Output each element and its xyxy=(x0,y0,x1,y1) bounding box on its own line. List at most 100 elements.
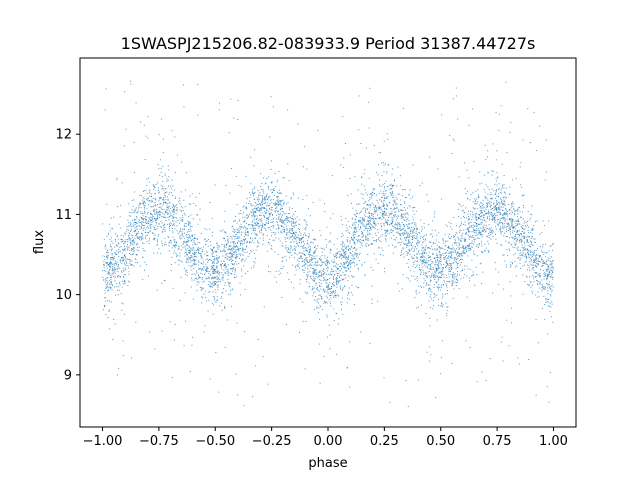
data-point xyxy=(241,231,243,233)
data-point xyxy=(275,270,277,272)
data-point xyxy=(286,229,288,231)
data-point xyxy=(257,222,259,224)
data-point xyxy=(175,245,177,247)
data-point xyxy=(330,305,332,307)
data-point xyxy=(248,241,250,243)
data-point xyxy=(385,190,387,192)
data-point xyxy=(133,247,135,249)
data-point xyxy=(347,297,349,299)
data-point xyxy=(437,265,439,267)
data-point xyxy=(146,227,148,229)
data-point xyxy=(275,201,277,203)
data-point xyxy=(542,287,544,289)
data-point xyxy=(366,194,368,196)
data-point xyxy=(337,268,339,270)
data-point xyxy=(430,274,432,276)
data-point xyxy=(362,245,364,247)
data-point xyxy=(499,207,501,209)
data-point xyxy=(304,267,306,269)
data-point xyxy=(341,249,343,251)
data-point xyxy=(440,253,442,255)
data-point xyxy=(110,248,112,250)
data-point xyxy=(293,237,295,239)
data-point xyxy=(406,242,408,244)
data-point xyxy=(488,224,490,226)
data-point xyxy=(132,239,134,241)
data-point xyxy=(199,286,201,288)
data-point xyxy=(145,189,147,191)
data-point xyxy=(414,267,416,269)
data-point xyxy=(527,220,529,222)
data-point xyxy=(173,189,175,191)
data-point xyxy=(379,207,381,209)
data-point xyxy=(407,217,409,219)
data-point xyxy=(232,246,234,248)
data-point xyxy=(182,217,184,219)
data-point xyxy=(446,289,448,291)
data-point xyxy=(414,297,416,299)
data-point xyxy=(237,249,239,251)
data-point xyxy=(337,268,339,270)
data-point xyxy=(351,218,353,220)
data-point xyxy=(299,238,301,240)
data-point xyxy=(467,231,469,233)
data-point xyxy=(412,230,414,232)
data-point xyxy=(298,260,300,262)
data-point xyxy=(141,222,143,224)
data-point xyxy=(412,210,414,212)
data-point xyxy=(227,249,229,251)
data-point xyxy=(252,211,254,213)
data-point xyxy=(495,190,497,192)
data-point xyxy=(197,214,199,216)
data-point xyxy=(385,208,387,210)
data-point xyxy=(138,205,140,207)
data-point xyxy=(435,267,437,269)
data-point xyxy=(149,213,151,215)
data-point xyxy=(410,197,412,199)
data-point xyxy=(260,200,262,202)
data-point xyxy=(458,259,460,261)
data-point xyxy=(259,192,261,194)
data-point xyxy=(404,237,406,239)
data-point xyxy=(354,224,356,226)
data-point xyxy=(265,219,267,221)
data-point xyxy=(431,268,433,270)
data-point xyxy=(193,202,195,204)
data-point xyxy=(457,251,459,253)
data-point xyxy=(471,242,473,244)
data-point xyxy=(385,230,387,231)
data-point xyxy=(265,196,267,198)
data-point xyxy=(318,271,320,273)
data-point xyxy=(391,222,393,224)
data-point xyxy=(506,226,508,228)
data-point xyxy=(465,207,467,209)
data-point xyxy=(408,227,410,229)
data-point xyxy=(108,223,110,225)
data-point xyxy=(455,276,457,278)
data-point xyxy=(199,268,201,270)
data-point xyxy=(409,234,411,236)
data-point xyxy=(528,253,530,255)
data-point xyxy=(398,233,400,235)
data-point xyxy=(518,206,520,208)
data-point xyxy=(266,178,268,180)
data-point xyxy=(261,204,263,206)
data-point xyxy=(165,220,167,222)
data-point xyxy=(415,225,417,227)
data-point xyxy=(252,224,254,226)
data-point xyxy=(178,231,180,233)
data-point xyxy=(516,220,518,222)
data-point xyxy=(134,238,136,240)
data-point xyxy=(140,225,142,227)
data-point xyxy=(117,275,119,277)
data-point xyxy=(469,347,471,349)
data-point xyxy=(214,276,216,278)
data-point xyxy=(385,240,387,242)
data-point xyxy=(477,196,479,198)
data-point xyxy=(460,223,462,225)
data-point xyxy=(463,238,465,240)
data-point xyxy=(336,294,338,296)
data-point xyxy=(424,227,425,229)
data-point xyxy=(108,309,110,311)
data-point xyxy=(190,257,192,259)
